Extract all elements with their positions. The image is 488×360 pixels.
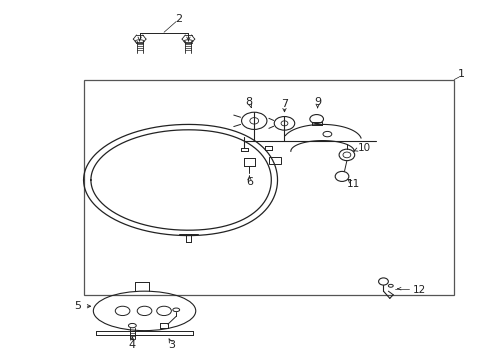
Bar	[269, 157, 281, 164]
Text: 12: 12	[412, 285, 425, 296]
Text: 5: 5	[74, 301, 81, 311]
Text: 10: 10	[357, 143, 370, 153]
Text: 4: 4	[128, 340, 136, 350]
Text: 2: 2	[175, 14, 182, 24]
Text: 7: 7	[280, 99, 287, 109]
Text: 3: 3	[167, 340, 175, 350]
Text: 11: 11	[346, 179, 359, 189]
Text: 1: 1	[457, 69, 464, 79]
Text: 6: 6	[245, 177, 252, 187]
Text: 8: 8	[244, 97, 251, 107]
Text: 9: 9	[313, 97, 321, 107]
Bar	[83, 80, 453, 295]
